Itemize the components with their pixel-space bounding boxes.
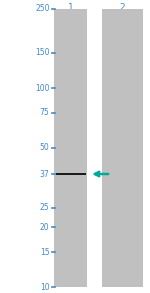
Text: 37: 37 [40, 170, 50, 178]
Text: 20: 20 [40, 223, 50, 232]
Text: 15: 15 [40, 248, 50, 257]
Text: 250: 250 [35, 4, 50, 13]
Text: 2: 2 [119, 3, 125, 12]
Text: 100: 100 [35, 84, 50, 93]
Text: 10: 10 [40, 283, 50, 292]
Text: 25: 25 [40, 203, 50, 212]
Text: 75: 75 [40, 108, 50, 117]
Text: 1: 1 [68, 3, 73, 12]
Text: 150: 150 [35, 48, 50, 57]
Text: 50: 50 [40, 144, 50, 152]
